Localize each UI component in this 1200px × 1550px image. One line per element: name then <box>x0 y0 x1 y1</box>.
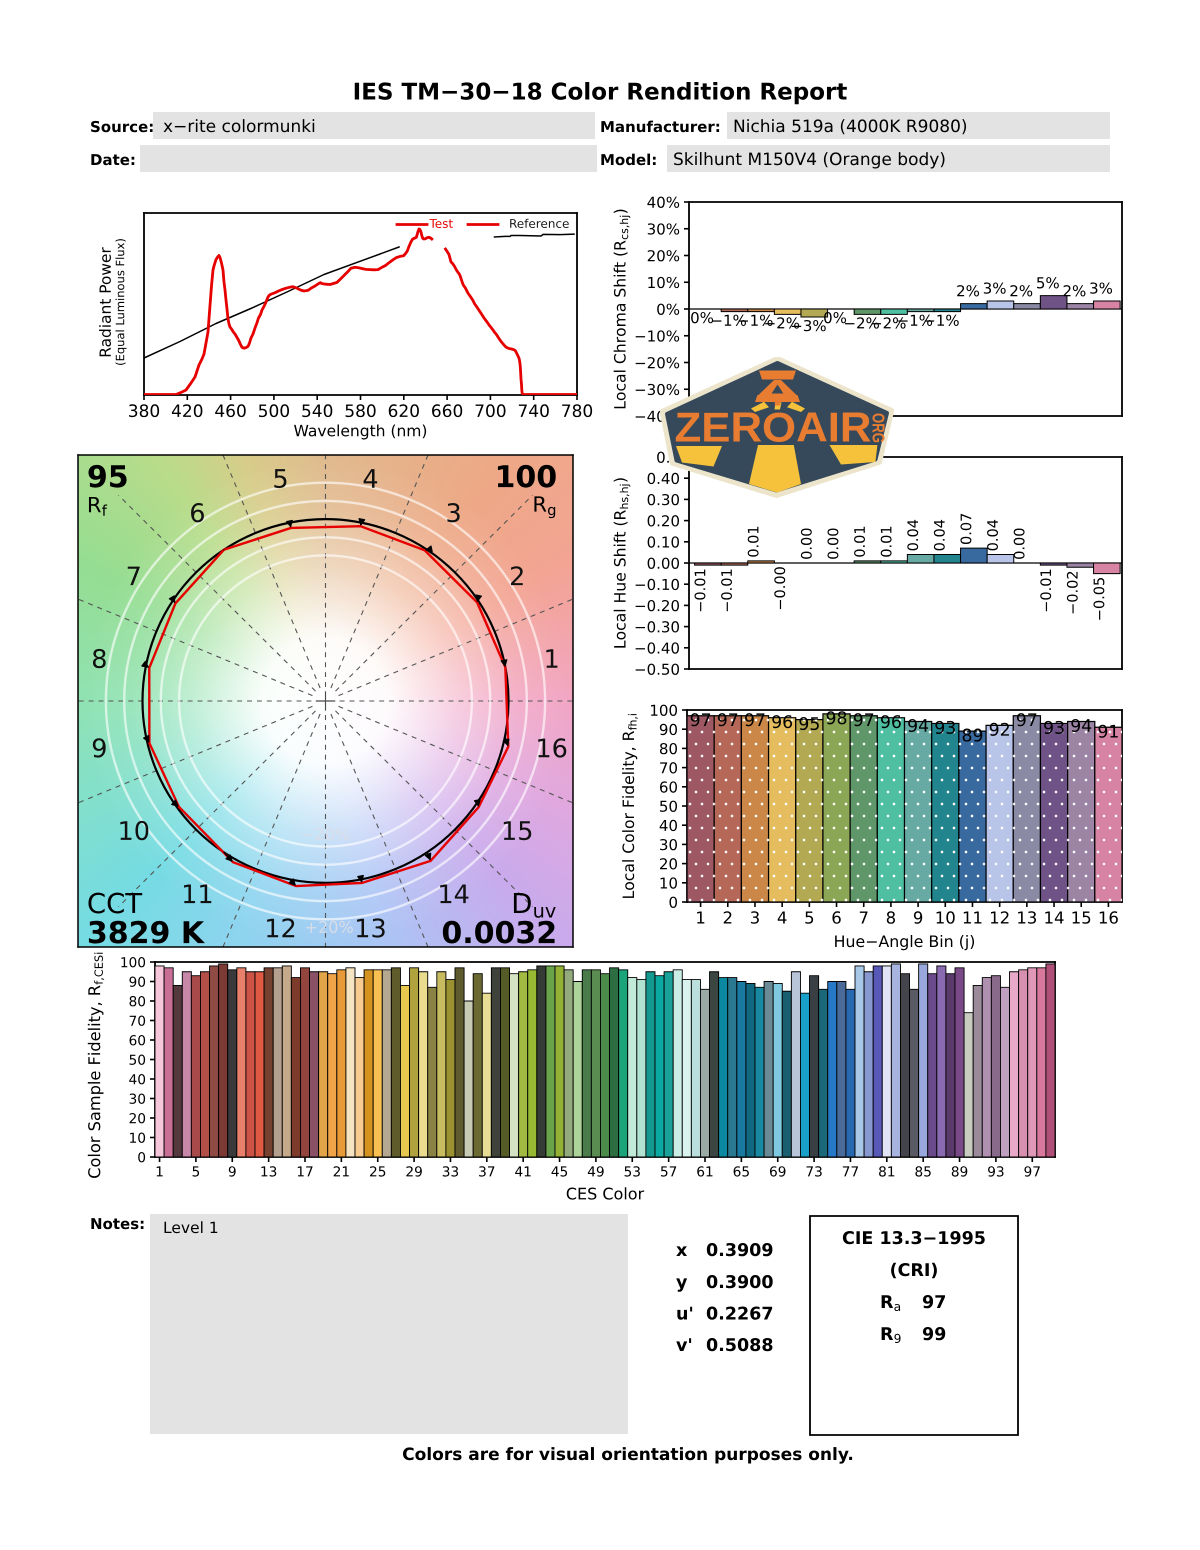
svg-text:ZEROAIR: ZEROAIR <box>675 404 872 451</box>
svg-text:ORG: ORG <box>869 413 889 443</box>
